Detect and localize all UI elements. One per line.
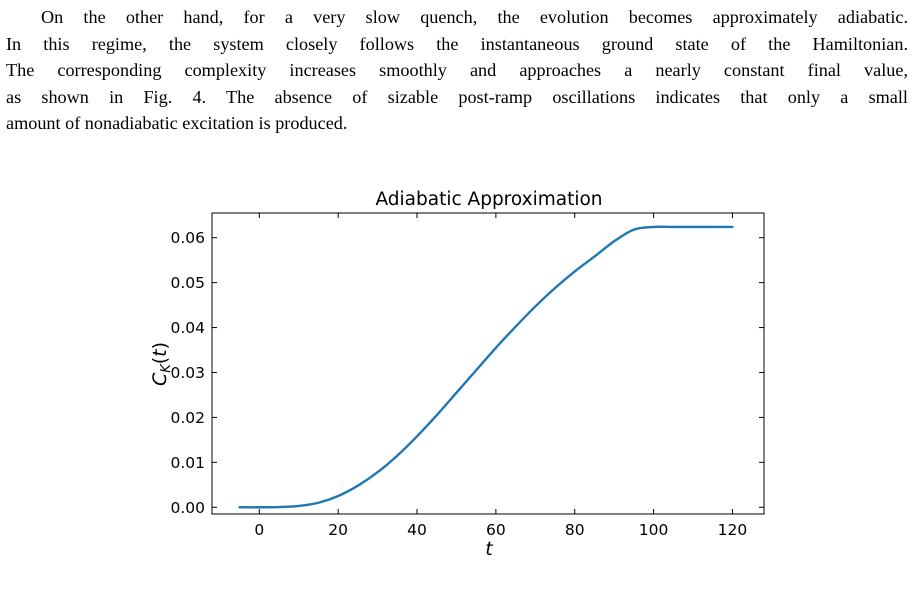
y-tick-label: 0.05	[170, 274, 205, 292]
y-tick-label: 0.00	[170, 499, 205, 517]
axis-ticks: 0 20 40 60 80 100 120 0.00 0.01 0.02 0.03 0.04 0.05 0…	[170, 213, 764, 539]
plot-frame	[211, 212, 765, 515]
paragraph-adiabatic-description: On the other hand, for a very slow quenc…	[6, 4, 908, 137]
paragraph-line: amount of nonadiabatic excitation is pro…	[6, 113, 348, 133]
chart: Adiabatic Approximation 0 20 40 60 80 100 1200…	[149, 189, 765, 560]
y-tick-label: 0.03	[170, 364, 205, 382]
paragraph-line: The corresponding complexity increases s…	[6, 60, 908, 80]
figure-adiabatic-approximation: Adiabatic Approximation 0 20 40 60 80 100 120 0…	[0, 175, 914, 570]
x-tick-label: 100	[639, 521, 669, 539]
x-tick-label: 120	[718, 521, 748, 539]
series-layer	[238, 225, 734, 509]
y-tick-label: 0.02	[170, 409, 205, 427]
x-tick-label: 20	[328, 521, 348, 539]
chart-title: Adiabatic Approximation	[375, 189, 602, 210]
series-line	[238, 225, 734, 509]
paragraph-line: as shown in Fig. 4. The absence of sizab…	[6, 86, 908, 107]
y-tick-label: 0.01	[170, 454, 205, 472]
x-tick-label: 80	[565, 521, 585, 539]
paragraph-continuation	[6, 575, 908, 601]
x-tick-label: 60	[486, 521, 506, 539]
y-tick-label: 0.06	[170, 229, 205, 247]
x-tick-label: 40	[407, 521, 427, 539]
paragraph-line: In this regime, the system closely follo…	[6, 33, 908, 54]
y-axis-label: CK(t)	[149, 342, 174, 386]
x-axis-label: t	[485, 538, 494, 560]
y-tick-label: 0.04	[170, 319, 205, 337]
x-tick-label: 0	[254, 521, 264, 539]
paragraph-line: On the other hand, for a very slow quenc…	[41, 7, 908, 27]
